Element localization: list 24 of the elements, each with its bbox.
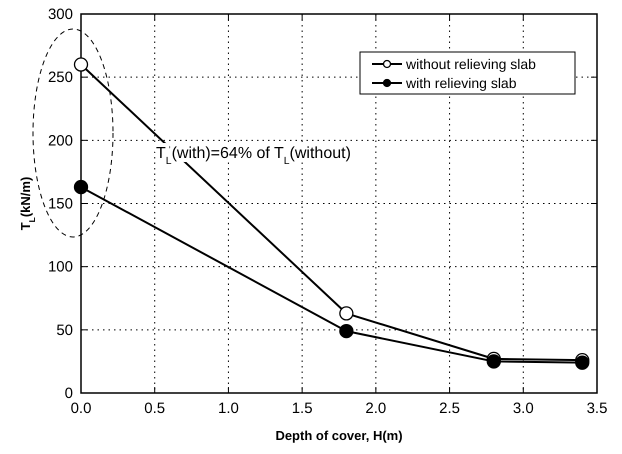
legend-label: with relieving slab bbox=[405, 75, 517, 91]
x-axis-title: Depth of cover, H(m) bbox=[275, 428, 403, 443]
y-tick-label: 300 bbox=[48, 6, 73, 23]
y-tick-label: 250 bbox=[48, 69, 73, 86]
x-tick-label: 1.5 bbox=[292, 400, 313, 417]
y-tick-label: 150 bbox=[48, 196, 73, 212]
y-tick-label: 100 bbox=[48, 258, 73, 276]
y-tick-label: 0 bbox=[64, 385, 73, 402]
x-tick-label: 3.0 bbox=[512, 400, 534, 417]
point bbox=[74, 57, 88, 72]
y-tick-label: 200 bbox=[48, 132, 73, 150]
point bbox=[575, 356, 590, 370]
point bbox=[339, 306, 354, 321]
x-tick-label: 2.5 bbox=[439, 400, 460, 417]
x-tick-label: 2.0 bbox=[365, 400, 386, 417]
y-tick-label: 50 bbox=[56, 322, 73, 339]
point bbox=[74, 180, 88, 194]
x-tick-label: 1.0 bbox=[218, 400, 239, 417]
point bbox=[486, 354, 501, 369]
x-tick-label: 0.0 bbox=[70, 400, 92, 417]
x-tick-label: 0.5 bbox=[144, 400, 166, 417]
legend-label: without relieving slab bbox=[405, 56, 536, 72]
point bbox=[339, 324, 354, 338]
x-tick-label: 3.5 bbox=[586, 400, 608, 417]
